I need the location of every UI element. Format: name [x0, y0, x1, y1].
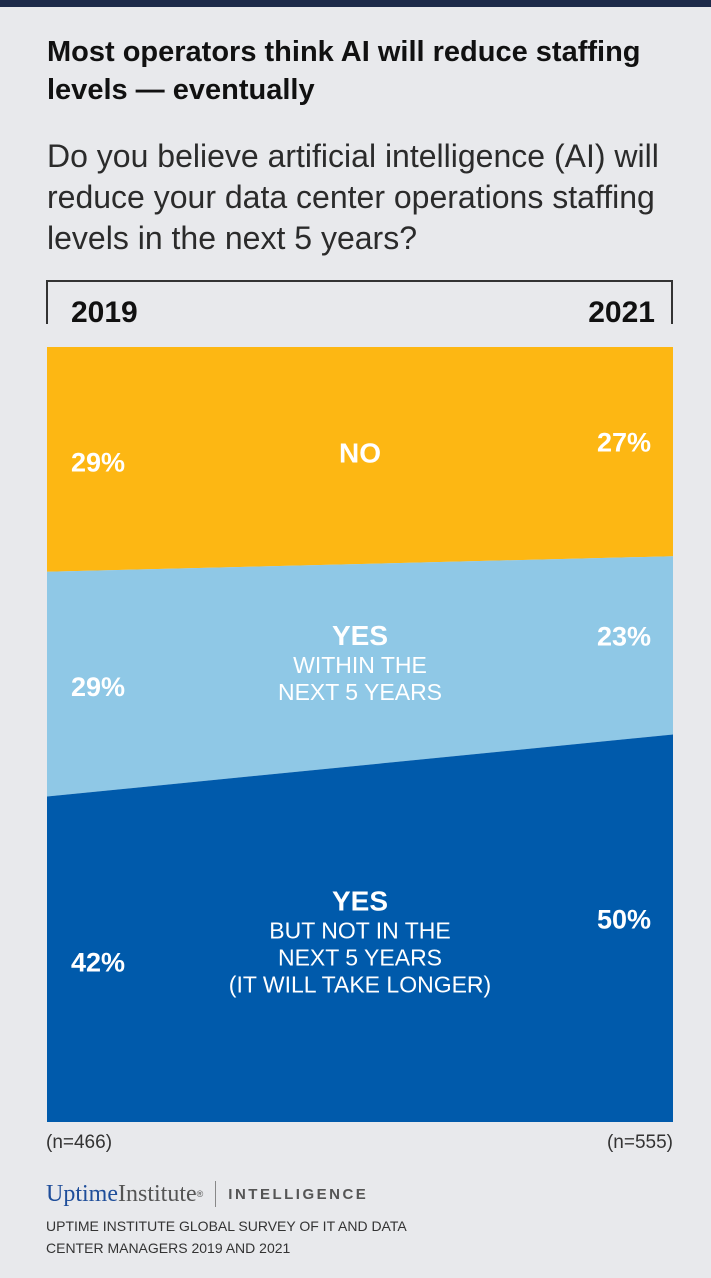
- logo-uptime-text: Uptime: [46, 1180, 118, 1207]
- value-label-2019-series-3: 42%: [71, 947, 125, 977]
- series-name-3: YES: [332, 885, 388, 916]
- area-band-3: [47, 734, 673, 1122]
- series-sublabel-2-1: WITHIN THE: [293, 652, 427, 678]
- sample-size-2021: (n=555): [606, 1132, 673, 1153]
- value-label-2019-series-2: 29%: [71, 672, 125, 702]
- sample-size-2019: (n=466): [46, 1132, 113, 1153]
- series-sublabel-3-3: (IT WILL TAKE LONGER): [229, 971, 491, 997]
- value-label-2019-series-1: 29%: [71, 447, 125, 477]
- year-frame-right: [671, 280, 673, 324]
- chart-subtitle: Do you believe artificial intelligence (…: [47, 138, 659, 256]
- series-name-2: YES: [332, 620, 388, 651]
- uptime-institute-logo: Uptime Institute ® INTELLIGENCE: [46, 1180, 368, 1208]
- year-label-2019: 2019: [71, 296, 138, 329]
- logo-institute-text: Institute: [118, 1180, 197, 1207]
- top-accent-bar: [0, 0, 711, 7]
- series-name-1: NO: [339, 438, 381, 469]
- logo-separator: [215, 1181, 217, 1207]
- value-label-2021-series-3: 50%: [597, 904, 651, 934]
- year-frame-top: [46, 280, 673, 282]
- value-label-2021-series-2: 23%: [597, 621, 651, 651]
- series-sublabel-2-2: NEXT 5 YEARS: [278, 679, 442, 705]
- source-note: UPTIME INSTITUTE GLOBAL SURVEY OF IT AND…: [46, 1218, 406, 1256]
- logo-registered-mark: ®: [196, 1189, 204, 1199]
- value-label-2021-series-1: 27%: [597, 428, 651, 458]
- series-sublabel-3-1: BUT NOT IN THE: [269, 917, 450, 943]
- year-frame-left: [46, 280, 48, 324]
- area-band-1: [47, 347, 673, 572]
- year-label-2021: 2021: [588, 296, 655, 329]
- series-sublabel-3-2: NEXT 5 YEARS: [278, 944, 442, 970]
- logo-intelligence-text: INTELLIGENCE: [228, 1185, 369, 1203]
- chart-title: Most operators think AI will reduce staf…: [47, 36, 641, 106]
- area-band-2: [47, 556, 673, 797]
